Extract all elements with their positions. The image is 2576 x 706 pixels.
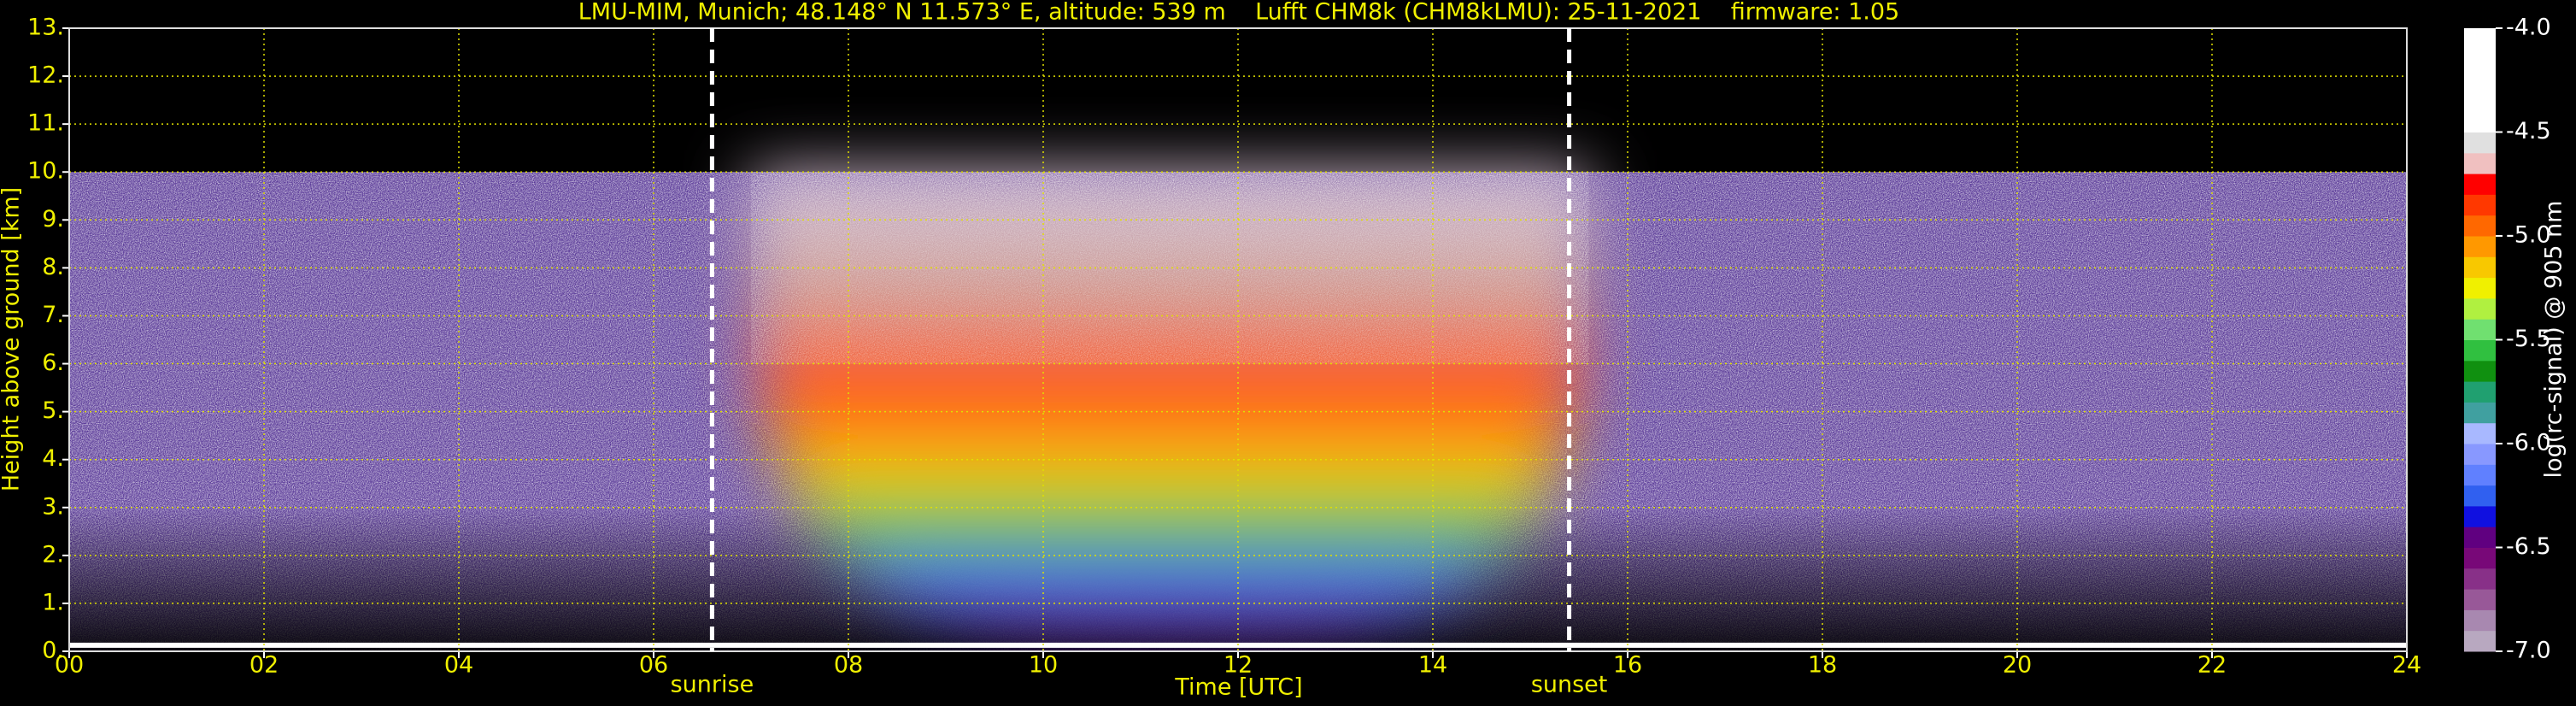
y-tick-label: 10. — [27, 158, 64, 185]
x-tick-label: 12 — [1223, 652, 1253, 679]
colorbar-band — [2464, 90, 2496, 112]
colorbar-tick-label: -4.0 — [2506, 15, 2551, 41]
colorbar-band — [2464, 589, 2496, 610]
colorbar-band — [2464, 319, 2496, 340]
y-tick-label: 7. — [42, 302, 64, 328]
x-tick-label: 18 — [1808, 652, 1837, 679]
colorbar-band — [2464, 339, 2496, 362]
chart-title: LMU-MIM, Munich; 48.148° N 11.573° E, al… — [578, 0, 1899, 26]
colorbar-band — [2464, 28, 2496, 50]
colorbar-band — [2464, 256, 2496, 279]
y-tick-label: 3. — [42, 493, 64, 520]
x-tick-label: 06 — [639, 652, 668, 679]
colorbar-band — [2464, 277, 2496, 299]
daytime-speckle — [751, 172, 1589, 364]
colorbar-band — [2464, 174, 2496, 195]
event-label: sunrise — [671, 672, 754, 698]
colorbar-tick-label: -5.5 — [2506, 326, 2551, 352]
x-tick-label: 00 — [55, 652, 84, 679]
x-tick-label: 08 — [834, 652, 863, 679]
colorbar-band — [2464, 444, 2496, 465]
y-tick-label: 2. — [42, 541, 64, 568]
colorbar-band — [2464, 485, 2496, 507]
colorbar-band — [2464, 215, 2496, 237]
colorbar-label: log(rc-signal) @ 905 nm — [2541, 201, 2567, 479]
x-tick-label: 22 — [2198, 652, 2227, 679]
x-tick-label: 10 — [1029, 652, 1058, 679]
x-tick-label: 14 — [1418, 652, 1447, 679]
colorbar-tick-label: -5.0 — [2506, 222, 2551, 249]
x-tick-label: 04 — [444, 652, 473, 679]
plot-frame — [68, 27, 2408, 652]
y-tick-label: 6. — [42, 350, 64, 376]
x-tick-label: 20 — [2003, 652, 2032, 679]
event-label: sunset — [1531, 672, 1608, 698]
y-tick-label: 1. — [42, 589, 64, 615]
colorbar-band — [2464, 360, 2496, 382]
y-tick-label: 0. — [42, 638, 64, 664]
x-axis-label: Time [UTC] — [1174, 674, 1302, 701]
colorbar-band — [2464, 49, 2496, 71]
colorbar-band — [2464, 152, 2496, 174]
y-tick-label: 8. — [42, 254, 64, 280]
y-tick-label: 12. — [27, 62, 64, 89]
colorbar-tick-label: -7.0 — [2506, 638, 2551, 664]
colorbar-band — [2464, 381, 2496, 403]
colorbar-band — [2464, 505, 2496, 527]
y-tick-label: 11. — [27, 110, 64, 137]
colorbar-tick-label: -6.5 — [2506, 533, 2551, 560]
colorbar-band — [2464, 402, 2496, 424]
x-tick-label: 02 — [249, 652, 279, 679]
colorbar-band — [2464, 236, 2496, 257]
colorbar-band — [2464, 422, 2496, 444]
colorbar-band — [2464, 464, 2496, 486]
y-axis-label: Height above ground [km] — [0, 187, 25, 491]
y-tick-label: 13. — [27, 15, 64, 41]
colorbar-band — [2464, 194, 2496, 216]
colorbar-band — [2464, 132, 2496, 154]
colorbar-band — [2464, 630, 2496, 652]
colorbar-band — [2464, 69, 2496, 91]
y-tick-label: 9. — [42, 206, 64, 232]
y-tick-label: 4. — [42, 445, 64, 472]
colorbar-band — [2464, 609, 2496, 632]
colorbar-band — [2464, 547, 2496, 569]
x-tick-label: 24 — [2392, 652, 2421, 679]
colorbar-band — [2464, 297, 2496, 320]
y-tick-label: 5. — [42, 397, 64, 424]
colorbar-band — [2464, 111, 2496, 132]
colorbar-tick-label: -6.0 — [2506, 430, 2551, 456]
colorbar-band — [2464, 527, 2496, 548]
x-tick-label: 16 — [1613, 652, 1642, 679]
colorbar-band — [2464, 568, 2496, 590]
colorbar-tick-label: -4.5 — [2506, 118, 2551, 144]
